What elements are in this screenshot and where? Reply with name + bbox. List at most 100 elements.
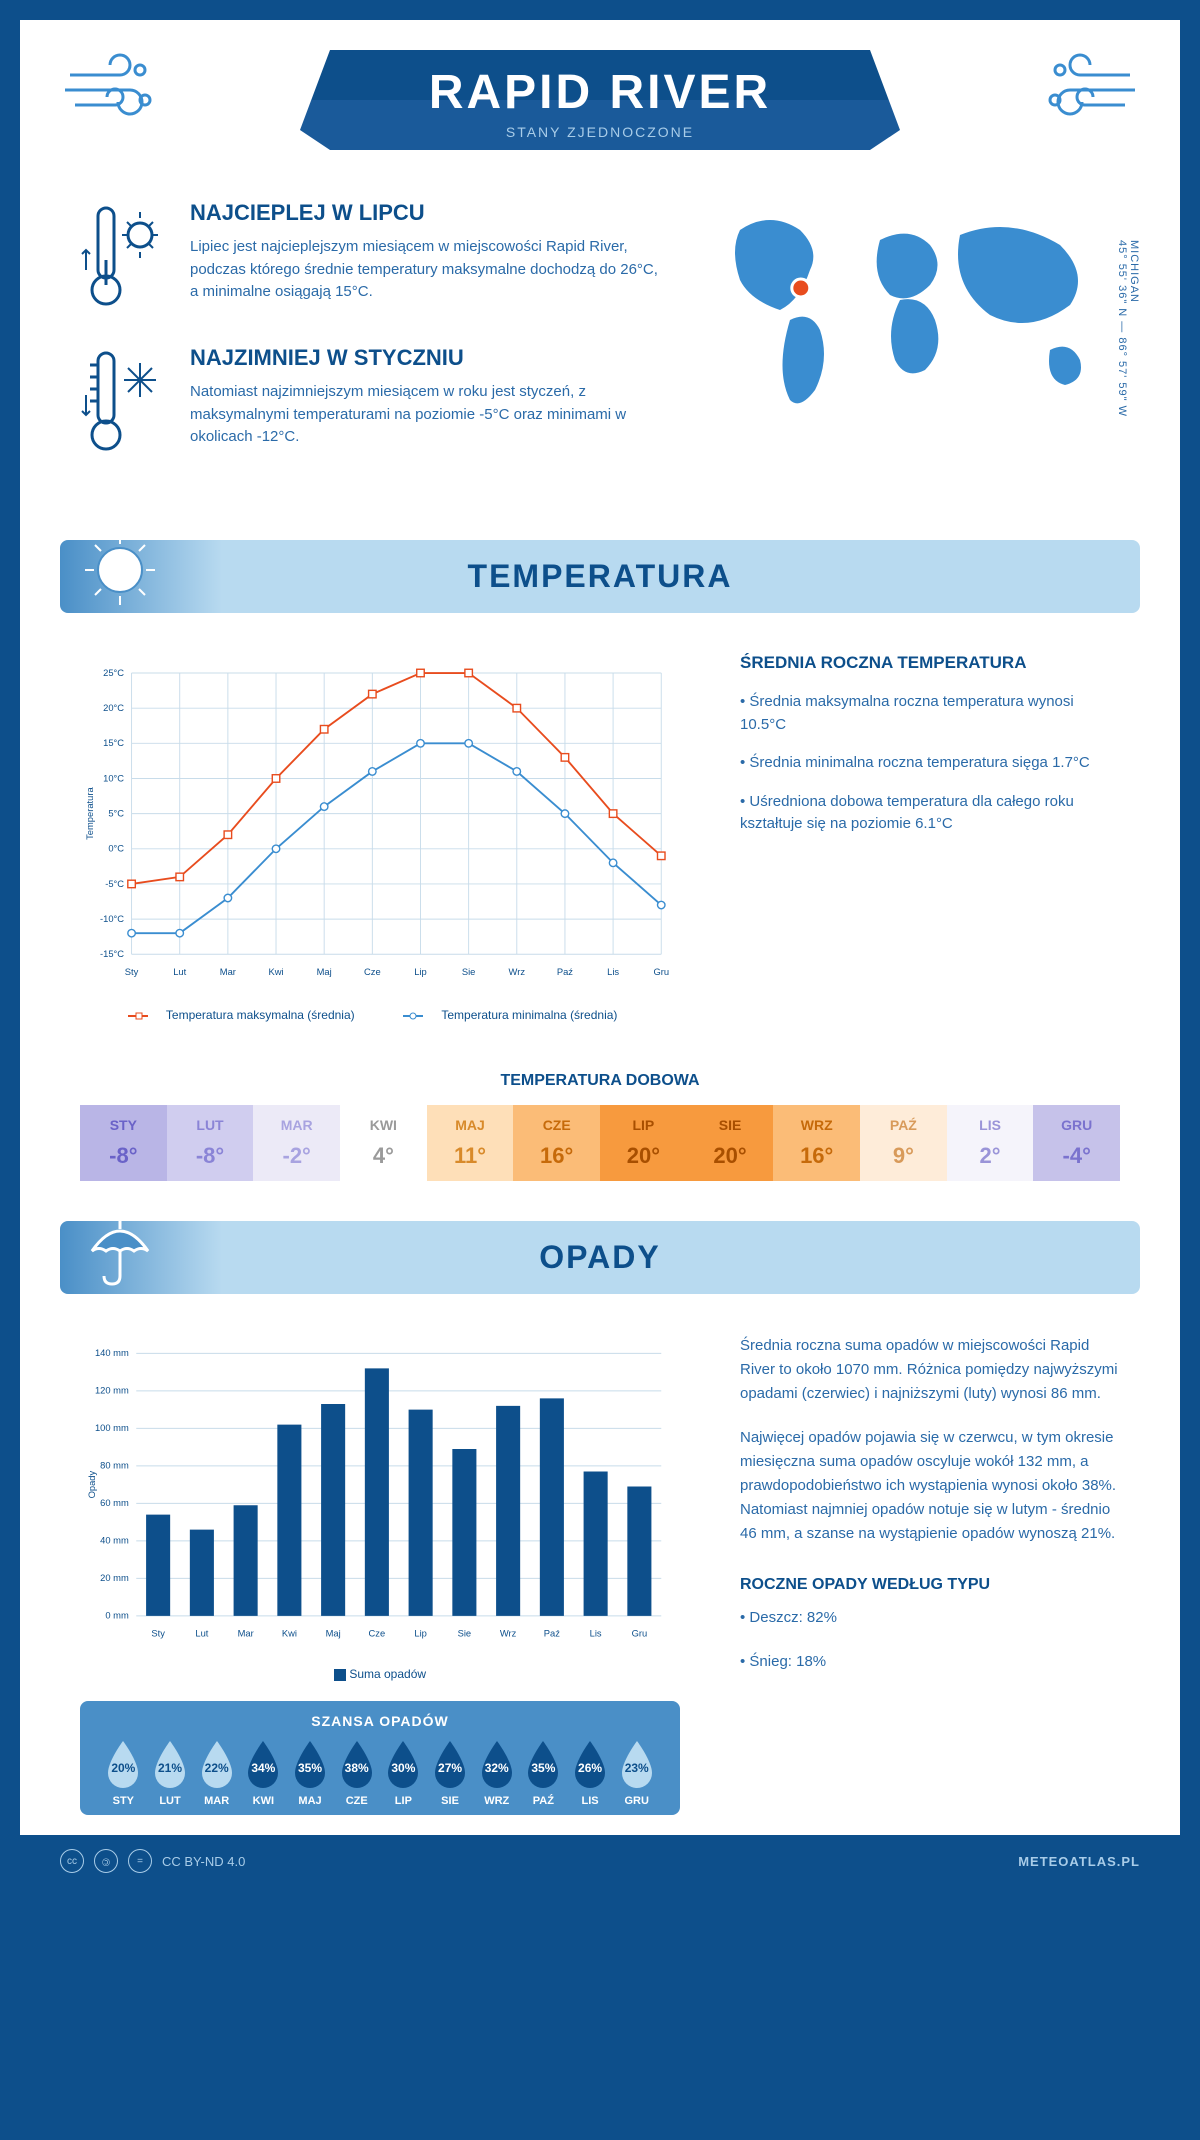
svg-text:Mar: Mar	[220, 967, 236, 977]
svg-text:120 mm: 120 mm	[95, 1386, 129, 1396]
drop-icon: 20%	[102, 1739, 144, 1791]
chance-item: 30% LIP	[380, 1739, 427, 1807]
precipitation-sidebar: Średnia roczna suma opadów w miejscowośc…	[740, 1334, 1120, 1815]
chance-item: 34% KWI	[240, 1739, 287, 1807]
chance-item: 38% CZE	[333, 1739, 380, 1807]
svg-text:Lis: Lis	[590, 1629, 602, 1639]
daily-cell: LUT-8°	[167, 1105, 254, 1181]
sun-icon	[80, 530, 160, 610]
coldest-text: Natomiast najzimniejszym miesiącem w rok…	[190, 381, 660, 449]
chance-item: 22% MAR	[193, 1739, 240, 1807]
daily-cell: LIP20°	[600, 1105, 687, 1181]
svg-text:40 mm: 40 mm	[100, 1536, 129, 1546]
svg-text:0 mm: 0 mm	[105, 1611, 129, 1621]
drop-icon: 34%	[242, 1739, 284, 1791]
daily-cell: KWI4°	[340, 1105, 427, 1181]
chance-item: 20% STY	[100, 1739, 147, 1807]
svg-text:Lut: Lut	[195, 1629, 208, 1639]
coords-text: MICHIGAN 45° 55' 36" N — 86° 57' 59" W	[1116, 240, 1140, 417]
svg-text:-15°C: -15°C	[100, 949, 124, 959]
svg-text:Sie: Sie	[462, 967, 476, 977]
warmest-block: NAJCIEPLEJ W LIPCU Lipiec jest najcieple…	[80, 200, 660, 315]
thermometer-hot-icon	[80, 200, 170, 315]
wind-icon	[1040, 50, 1140, 130]
coldest-block: NAJZIMNIEJ W STYCZNIU Natomiast najzimni…	[80, 345, 660, 460]
daily-temp-title: TEMPERATURA DOBOWA	[20, 1072, 1180, 1090]
svg-text:20 mm: 20 mm	[100, 1573, 129, 1583]
svg-text:Lut: Lut	[173, 967, 186, 977]
svg-text:60 mm: 60 mm	[100, 1498, 129, 1508]
svg-text:Lip: Lip	[414, 967, 427, 977]
chance-item: 35% PAŹ	[520, 1739, 567, 1807]
daily-cell: WRZ16°	[773, 1105, 860, 1181]
avg-temp-p1: • Średnia maksymalna roczna temperatura …	[740, 691, 1120, 736]
svg-text:Paź: Paź	[544, 1629, 560, 1639]
svg-text:Lis: Lis	[607, 967, 619, 977]
footer: cc 🄯 = CC BY-ND 4.0 METEOATLAS.PL	[20, 1835, 1180, 1887]
precip-type-rain: • Deszcz: 82%	[740, 1606, 1120, 1630]
daily-temp-table: STY-8°LUT-8°MAR-2°KWI4°MAJ11°CZE16°LIP20…	[80, 1105, 1120, 1181]
svg-text:Wrz: Wrz	[500, 1629, 517, 1639]
daily-cell: SIE20°	[687, 1105, 774, 1181]
svg-text:5°C: 5°C	[108, 808, 124, 818]
drop-icon: 27%	[429, 1739, 471, 1791]
drop-icon: 35%	[522, 1739, 564, 1791]
svg-text:Paź: Paź	[557, 967, 573, 977]
daily-cell: GRU-4°	[1033, 1105, 1120, 1181]
temperature-title: TEMPERATURA	[90, 558, 1110, 595]
drop-icon: 23%	[616, 1739, 658, 1791]
precipitation-chart: 0 mm 20 mm 40 mm 60 mm 80 mm 100 mm 120 mm 140 …	[80, 1334, 680, 1654]
daily-cell: MAR-2°	[253, 1105, 340, 1181]
svg-text:Cze: Cze	[369, 1629, 386, 1639]
svg-text:100 mm: 100 mm	[95, 1423, 129, 1433]
svg-text:Maj: Maj	[317, 967, 332, 977]
avg-temp-title: ŚREDNIA ROCZNA TEMPERATURA	[740, 653, 1120, 673]
svg-text:Temperatura: Temperatura	[85, 787, 95, 840]
avg-temp-p3: • Uśredniona dobowa temperatura dla całe…	[740, 791, 1120, 836]
svg-text:140 mm: 140 mm	[95, 1348, 129, 1358]
svg-text:Gru: Gru	[632, 1629, 648, 1639]
svg-text:-10°C: -10°C	[100, 914, 124, 924]
drop-icon: 32%	[476, 1739, 518, 1791]
nd-icon: =	[128, 1849, 152, 1873]
thermometer-cold-icon	[80, 345, 170, 460]
by-icon: 🄯	[94, 1849, 118, 1873]
avg-temp-p2: • Średnia minimalna roczna temperatura s…	[740, 752, 1120, 775]
drop-icon: 30%	[382, 1739, 424, 1791]
chance-item: 27% SIE	[427, 1739, 474, 1807]
page-title: RAPID RIVER	[380, 65, 820, 120]
chance-title: SZANSA OPADÓW	[100, 1713, 660, 1729]
chance-item: 21% LUT	[147, 1739, 194, 1807]
intro-section: NAJCIEPLEJ W LIPCU Lipiec jest najcieple…	[20, 190, 1180, 520]
precipitation-left: 0 mm 20 mm 40 mm 60 mm 80 mm 100 mm 120 mm 140 …	[80, 1334, 680, 1815]
svg-text:Mar: Mar	[238, 1629, 254, 1639]
svg-text:Wrz: Wrz	[509, 967, 526, 977]
chance-item: 23% GRU	[613, 1739, 660, 1807]
svg-text:-5°C: -5°C	[105, 879, 124, 889]
svg-text:10°C: 10°C	[103, 773, 124, 783]
drop-icon: 22%	[196, 1739, 238, 1791]
svg-text:Sty: Sty	[151, 1629, 165, 1639]
umbrella-icon	[80, 1211, 160, 1291]
warmest-text: Lipiec jest najcieplejszym miesiącem w m…	[190, 236, 660, 304]
drop-icon: 26%	[569, 1739, 611, 1791]
temperature-content: -15°C-10°C-5°C0°C5°C10°C15°C20°C25°CStyL…	[20, 633, 1180, 1042]
precipitation-title: OPADY	[90, 1239, 1110, 1276]
daily-cell: PAŹ9°	[860, 1105, 947, 1181]
drop-icon: 38%	[336, 1739, 378, 1791]
chance-item: 26% LIS	[567, 1739, 614, 1807]
precip-p2: Najwięcej opadów pojawia się w czerwcu, …	[740, 1426, 1120, 1546]
svg-text:Lip: Lip	[414, 1629, 427, 1639]
svg-text:20°C: 20°C	[103, 703, 124, 713]
svg-text:Kwi: Kwi	[282, 1629, 297, 1639]
chance-item: 32% WRZ	[473, 1739, 520, 1807]
precip-type-snow: • Śnieg: 18%	[740, 1650, 1120, 1674]
temperature-legend: Temperatura maksymalna (średnia) Tempera…	[80, 1008, 680, 1022]
precipitation-legend: Suma opadów	[80, 1667, 680, 1681]
cc-icon: cc	[60, 1849, 84, 1873]
svg-text:80 mm: 80 mm	[100, 1461, 129, 1471]
drop-icon: 21%	[149, 1739, 191, 1791]
svg-text:Maj: Maj	[326, 1629, 341, 1639]
warmest-title: NAJCIEPLEJ W LIPCU	[190, 200, 660, 226]
svg-text:Sie: Sie	[458, 1629, 472, 1639]
